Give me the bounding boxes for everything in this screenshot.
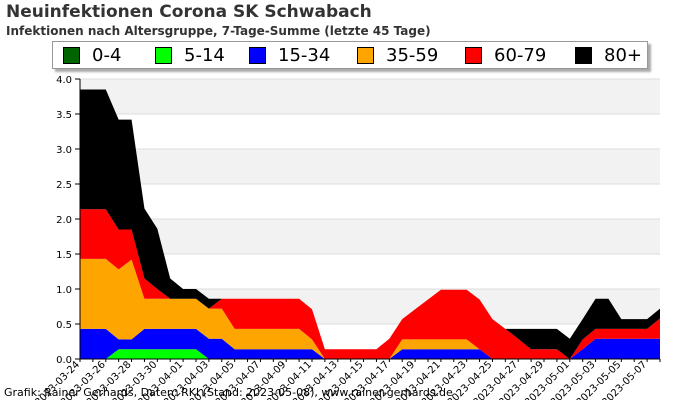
y-tick-label: 2.5: [56, 180, 72, 191]
area-series-35-59: [80, 258, 660, 359]
area-series-15-34: [80, 328, 660, 359]
legend-item-35-59: 35-59: [357, 44, 438, 66]
chart-subtitle: Infektionen nach Altersgruppe, 7-Tage-Su…: [6, 24, 431, 38]
y-tick-label: 3.0: [56, 145, 72, 156]
chart-legend: 0-4 5-14 15-34 35-59 60-79 80+: [52, 41, 648, 69]
grid-band: [80, 219, 660, 254]
legend-swatch-15-34: [249, 46, 266, 64]
legend-item-0-4: 0-4: [63, 44, 121, 66]
y-tick-label: 0.5: [56, 320, 72, 331]
legend-swatch-5-14: [155, 46, 172, 64]
y-tick-label: 3.5: [56, 110, 72, 121]
legend-swatch-60-79: [465, 46, 482, 64]
legend-label-80plus: 80+: [604, 44, 642, 66]
legend-item-60-79: 60-79: [465, 44, 546, 66]
chart-credit: Grafik: Rainer Gerhards, Daten: RKI (Sta…: [4, 386, 453, 399]
grid-band: [80, 79, 660, 114]
legend-swatch-35-59: [357, 46, 374, 64]
legend-label-60-79: 60-79: [494, 44, 547, 66]
grid-band: [80, 149, 660, 184]
legend-label-15-34: 15-34: [278, 44, 331, 66]
legend-label-35-59: 35-59: [386, 44, 439, 66]
y-tick-label: 1.0: [56, 285, 72, 296]
legend-swatch-0-4: [63, 46, 80, 64]
y-tick-label: 0.0: [56, 355, 72, 366]
area-series-5-14: [80, 349, 660, 359]
chart-title: Neuinfektionen Corona SK Schwabach: [6, 2, 372, 22]
legend-swatch-80plus: [575, 46, 592, 64]
legend-label-0-4: 0-4: [92, 44, 122, 66]
y-tick-label: 4.0: [56, 75, 72, 86]
legend-item-80plus: 80+: [575, 44, 642, 66]
legend-item-15-34: 15-34: [249, 44, 330, 66]
y-tick-label: 2.0: [56, 215, 72, 226]
legend-item-5-14: 5-14: [155, 44, 225, 66]
y-tick-label: 1.5: [56, 250, 72, 261]
legend-label-5-14: 5-14: [184, 44, 225, 66]
